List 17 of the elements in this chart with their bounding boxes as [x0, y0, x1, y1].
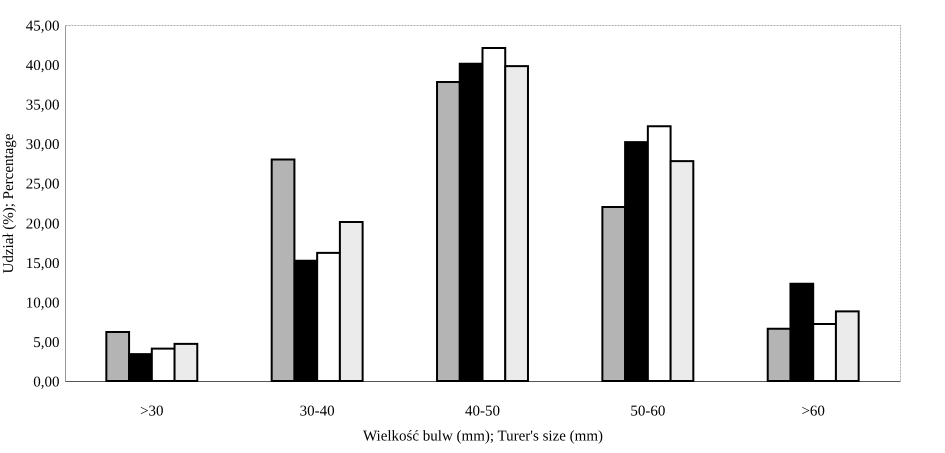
x-axis-title: Wielkość bulw (mm); Turer's size (mm)	[363, 428, 603, 444]
y-tick-label: 30,00	[26, 137, 60, 154]
x-tick-label: 50-60	[630, 404, 666, 420]
y-tick-label: 45,00	[26, 18, 60, 34]
y-tick-label: 35,00	[26, 98, 60, 114]
x-tick-label: 40-50	[465, 404, 500, 420]
y-tick-label: 25,00	[26, 176, 60, 193]
y-tick-label: 0,00	[33, 374, 60, 390]
y-tick-label: 5,00	[33, 334, 60, 351]
x-tick-label: >30	[140, 404, 164, 420]
y-tick-label: 15,00	[26, 256, 60, 272]
x-tick-label: >60	[801, 404, 825, 420]
y-tick-label: 20,00	[26, 216, 60, 232]
y-axis-title: Udział (%); Percentage	[0, 133, 17, 274]
y-tick-label: 10,00	[26, 295, 60, 312]
x-tick-label: 30-40	[300, 404, 335, 420]
y-tick-label: 40,00	[26, 58, 60, 74]
